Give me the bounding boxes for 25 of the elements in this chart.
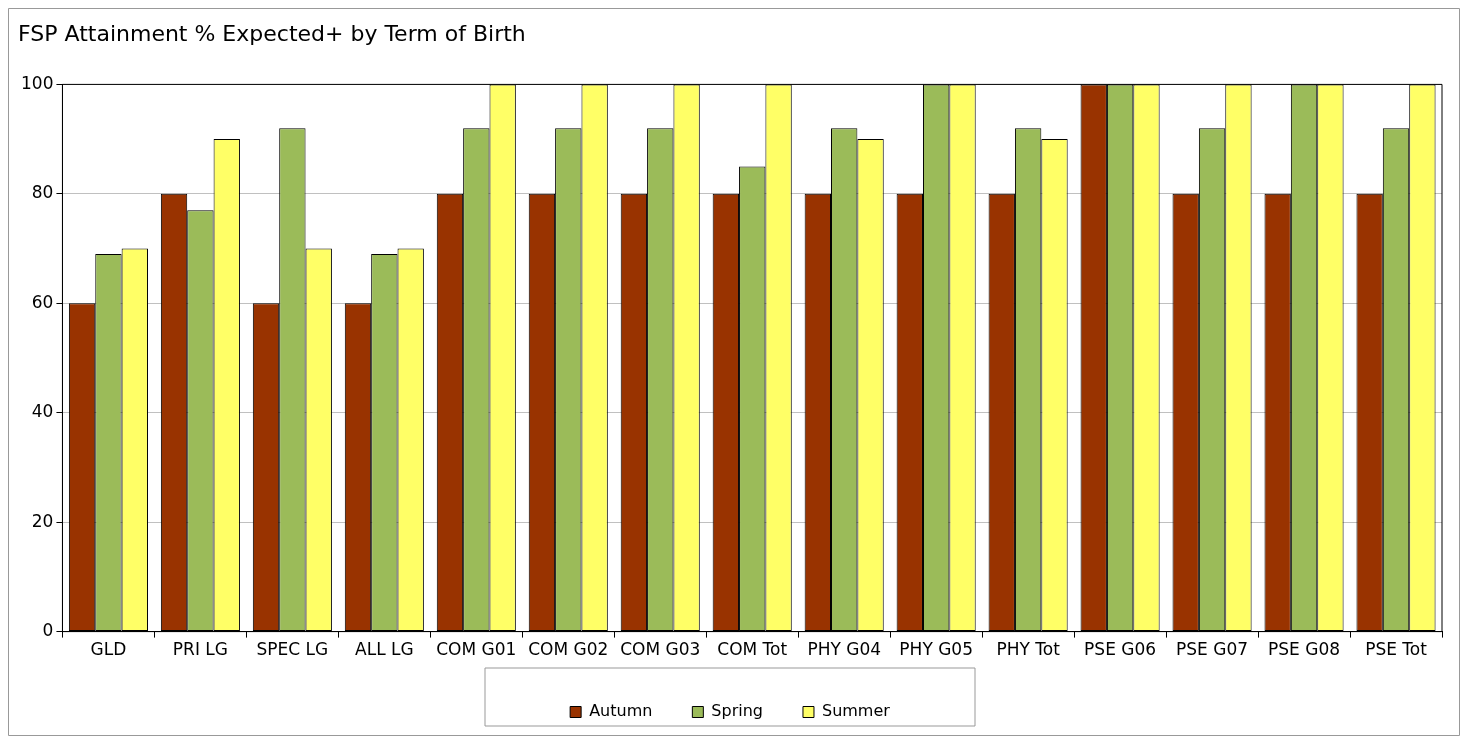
- y-tick-label: 40: [31, 401, 54, 422]
- y-tick-label: 100: [20, 72, 54, 93]
- y-tick-label: 80: [31, 182, 54, 203]
- x-tick-label: COM G03: [620, 639, 701, 660]
- x-tick-label: PSE G06: [1084, 639, 1157, 660]
- y-tick-label: 20: [31, 510, 54, 531]
- x-tick-label: PSE Tot: [1365, 639, 1428, 660]
- x-tick-label: PRI LG: [172, 639, 228, 660]
- x-tick-label: COM G02: [528, 639, 609, 660]
- x-tick-label: SPEC LG: [256, 639, 329, 660]
- x-tick-label: GLD: [90, 639, 127, 660]
- legend-label: Autumn: [589, 701, 653, 721]
- x-tick-label: COM Tot: [717, 639, 788, 660]
- x-tick-label: PHY Tot: [996, 639, 1061, 660]
- x-tick-label: PSE G07: [1176, 639, 1249, 660]
- x-tick-label: ALL LG: [355, 639, 414, 660]
- x-tick-label: COM G01: [436, 639, 517, 660]
- legend-label: Summer: [821, 701, 891, 721]
- y-tick-label: 60: [31, 291, 54, 312]
- x-tick-label: PHY G04: [807, 639, 882, 660]
- chart-title: FSP Attainment % Expected+ by Term of Birth: [18, 20, 526, 46]
- y-tick-label: 0: [42, 620, 54, 641]
- legend-label: Spring: [711, 701, 763, 721]
- x-tick-label: PSE G08: [1268, 639, 1341, 660]
- x-tick-label: PHY G05: [899, 639, 973, 660]
